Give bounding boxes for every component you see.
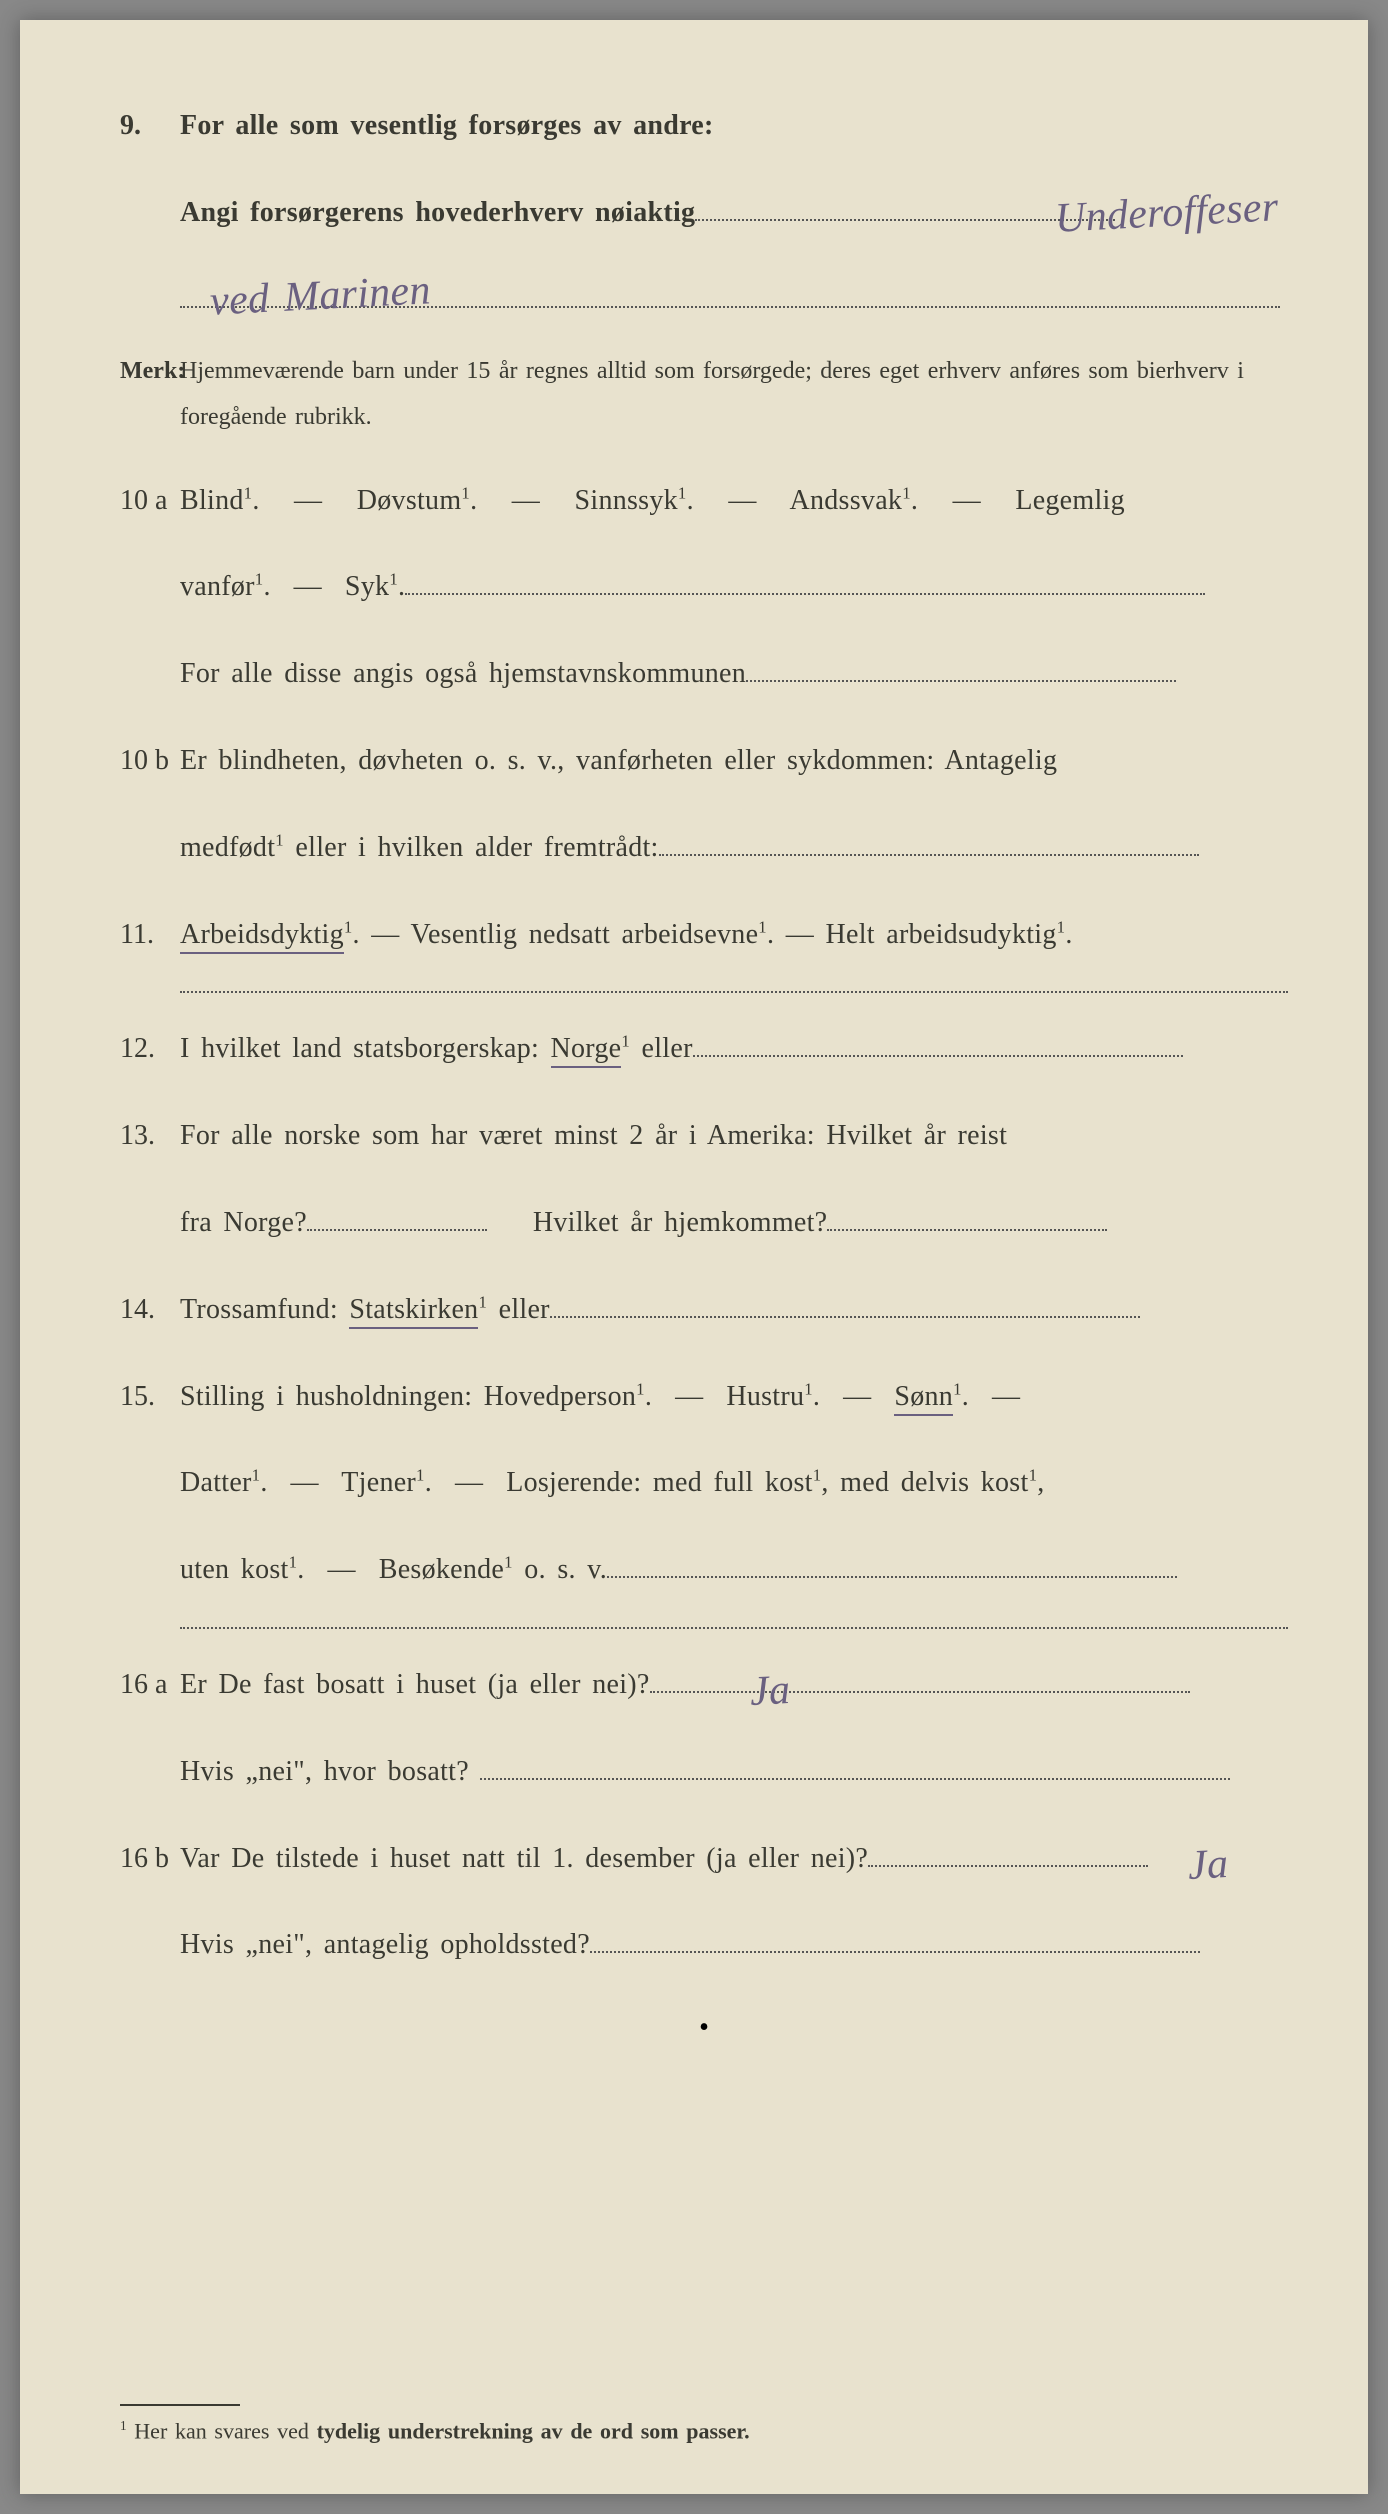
q16a-line1: 16 a Er De fast bosatt i huset (ja eller… xyxy=(120,1649,1288,1722)
q16a-number: 16 a xyxy=(120,1649,180,1722)
divider-after-15 xyxy=(180,1627,1288,1629)
q9-hand2-line: ved Marinen xyxy=(120,264,1288,337)
q10a-line2: vanfør1. — Syk1. xyxy=(120,551,1288,624)
q10b-number: 10 b xyxy=(120,725,180,798)
q13-line1: 13. For alle norske som har været minst … xyxy=(120,1100,1288,1173)
footnote-text: 1 Her kan svares ved tydelig understrekn… xyxy=(120,2418,1288,2444)
q16b-number: 16 b xyxy=(120,1823,180,1896)
census-form-page: 9. For alle som vesentlig forsørges av a… xyxy=(20,20,1368,2494)
q12-line: 12. I hvilket land statsborgerskap: Norg… xyxy=(120,1013,1288,1086)
q9-heading-line: 9. For alle som vesentlig forsørges av a… xyxy=(120,90,1288,163)
q9-handwritten-1: Underoffeser xyxy=(1052,153,1281,274)
q16b-content1: Var De tilstede i huset natt til 1. dese… xyxy=(180,1823,1288,1896)
q13-content2: fra Norge? Hvilket år hjemkommet? xyxy=(180,1187,1288,1260)
q16a-line2: Hvis „nei", hvor bosatt? xyxy=(120,1736,1288,1809)
footnote-rule xyxy=(120,2404,240,2406)
q16b-line1: 16 b Var De tilstede i huset natt til 1.… xyxy=(120,1823,1288,1896)
q9-handwritten-2: ved Marinen xyxy=(207,236,433,357)
q14-line: 14. Trossamfund: Statskirken1 eller xyxy=(120,1274,1288,1347)
q16a-handwritten: Ja xyxy=(747,1636,793,1747)
q16a-content2: Hvis „nei", hvor bosatt? xyxy=(180,1736,1288,1809)
q13-content1: For alle norske som har været minst 2 år… xyxy=(180,1100,1288,1173)
q10a-content3: For alle disse angis også hjemstavnskomm… xyxy=(180,638,1288,711)
q15-number: 15. xyxy=(120,1361,180,1434)
q15-content3: uten kost1. — Besøkende1 o. s. v. xyxy=(180,1534,1288,1607)
q15-line1: 15. Stilling i husholdningen: Hovedperso… xyxy=(120,1361,1288,1434)
q13-line2: fra Norge? Hvilket år hjemkommet? xyxy=(120,1187,1288,1260)
merk-line: Merk: Hjemmeværende barn under 15 år reg… xyxy=(120,340,1288,440)
q14-content: Trossamfund: Statskirken1 eller xyxy=(180,1274,1288,1347)
merk-label: Merk: xyxy=(120,340,180,402)
q16a-content1: Er De fast bosatt i huset (ja eller nei)… xyxy=(180,1649,1288,1722)
divider-after-11 xyxy=(180,991,1288,993)
q10a-line3: For alle disse angis også hjemstavnskomm… xyxy=(120,638,1288,711)
q15-content2: Datter1. — Tjener1. — Losjerende: med fu… xyxy=(180,1447,1288,1520)
q12-content: I hvilket land statsborgerskap: Norge1 e… xyxy=(180,1013,1288,1086)
q11-number: 11. xyxy=(120,899,180,972)
centered-dot: • xyxy=(120,2012,1288,2044)
q11-content: Arbeidsdyktig1. — Vesentlig nedsatt arbe… xyxy=(180,899,1288,972)
q10b-content1: Er blindheten, døvheten o. s. v., vanfør… xyxy=(180,725,1288,798)
q13-number: 13. xyxy=(120,1100,180,1173)
q10b-line2: medfødt1 eller i hvilken alder fremtrådt… xyxy=(120,812,1288,885)
q16b-line2: Hvis „nei", antagelig opholdssted? xyxy=(120,1909,1288,1982)
q15-line3: uten kost1. — Besøkende1 o. s. v. xyxy=(120,1534,1288,1607)
q9-sub-line: Angi forsørgerens hovederhverv nøiaktig … xyxy=(120,177,1288,250)
q15-line2: Datter1. — Tjener1. — Losjerende: med fu… xyxy=(120,1447,1288,1520)
q10a-content2: vanfør1. — Syk1. xyxy=(180,551,1288,624)
q10a-number: 10 a xyxy=(120,465,180,538)
q15-content1: Stilling i husholdningen: Hovedperson1. … xyxy=(180,1361,1288,1434)
q16b-handwritten: Ja xyxy=(1185,1810,1231,1921)
q10a-content1: Blind1. — Døvstum1. — Sinnssyk1. — Andss… xyxy=(180,465,1288,538)
q10b-line1: 10 b Er blindheten, døvheten o. s. v., v… xyxy=(120,725,1288,798)
q10a-line1: 10 a Blind1. — Døvstum1. — Sinnssyk1. — … xyxy=(120,465,1288,538)
q9-sub: Angi forsørgerens hovederhverv nøiaktig … xyxy=(180,177,1288,250)
merk-text: Hjemmeværende barn under 15 år regnes al… xyxy=(180,349,1288,440)
q16b-content2: Hvis „nei", antagelig opholdssted? xyxy=(180,1909,1288,1982)
q9-heading: For alle som vesentlig forsørges av andr… xyxy=(180,90,1288,163)
q14-number: 14. xyxy=(120,1274,180,1347)
q9-number: 9. xyxy=(120,90,180,163)
q12-number: 12. xyxy=(120,1013,180,1086)
q11-line: 11. Arbeidsdyktig1. — Vesentlig nedsatt … xyxy=(120,899,1288,972)
q10b-content2: medfødt1 eller i hvilken alder fremtrådt… xyxy=(180,812,1288,885)
